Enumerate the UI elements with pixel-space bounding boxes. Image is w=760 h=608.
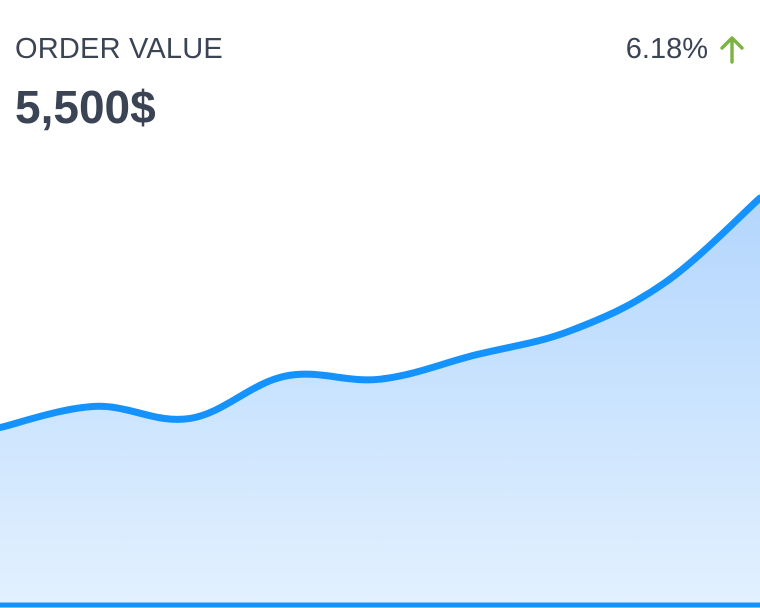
- arrow-up-icon: [720, 36, 744, 64]
- change-percentage: 6.18%: [625, 33, 708, 65]
- series-area-fill: [0, 198, 760, 608]
- series-line: [0, 194, 760, 432]
- order-value-amount: 5,500$: [15, 81, 156, 133]
- card-title: ORDER VALUE: [15, 33, 223, 65]
- change-indicator: 6.18%: [626, 31, 746, 67]
